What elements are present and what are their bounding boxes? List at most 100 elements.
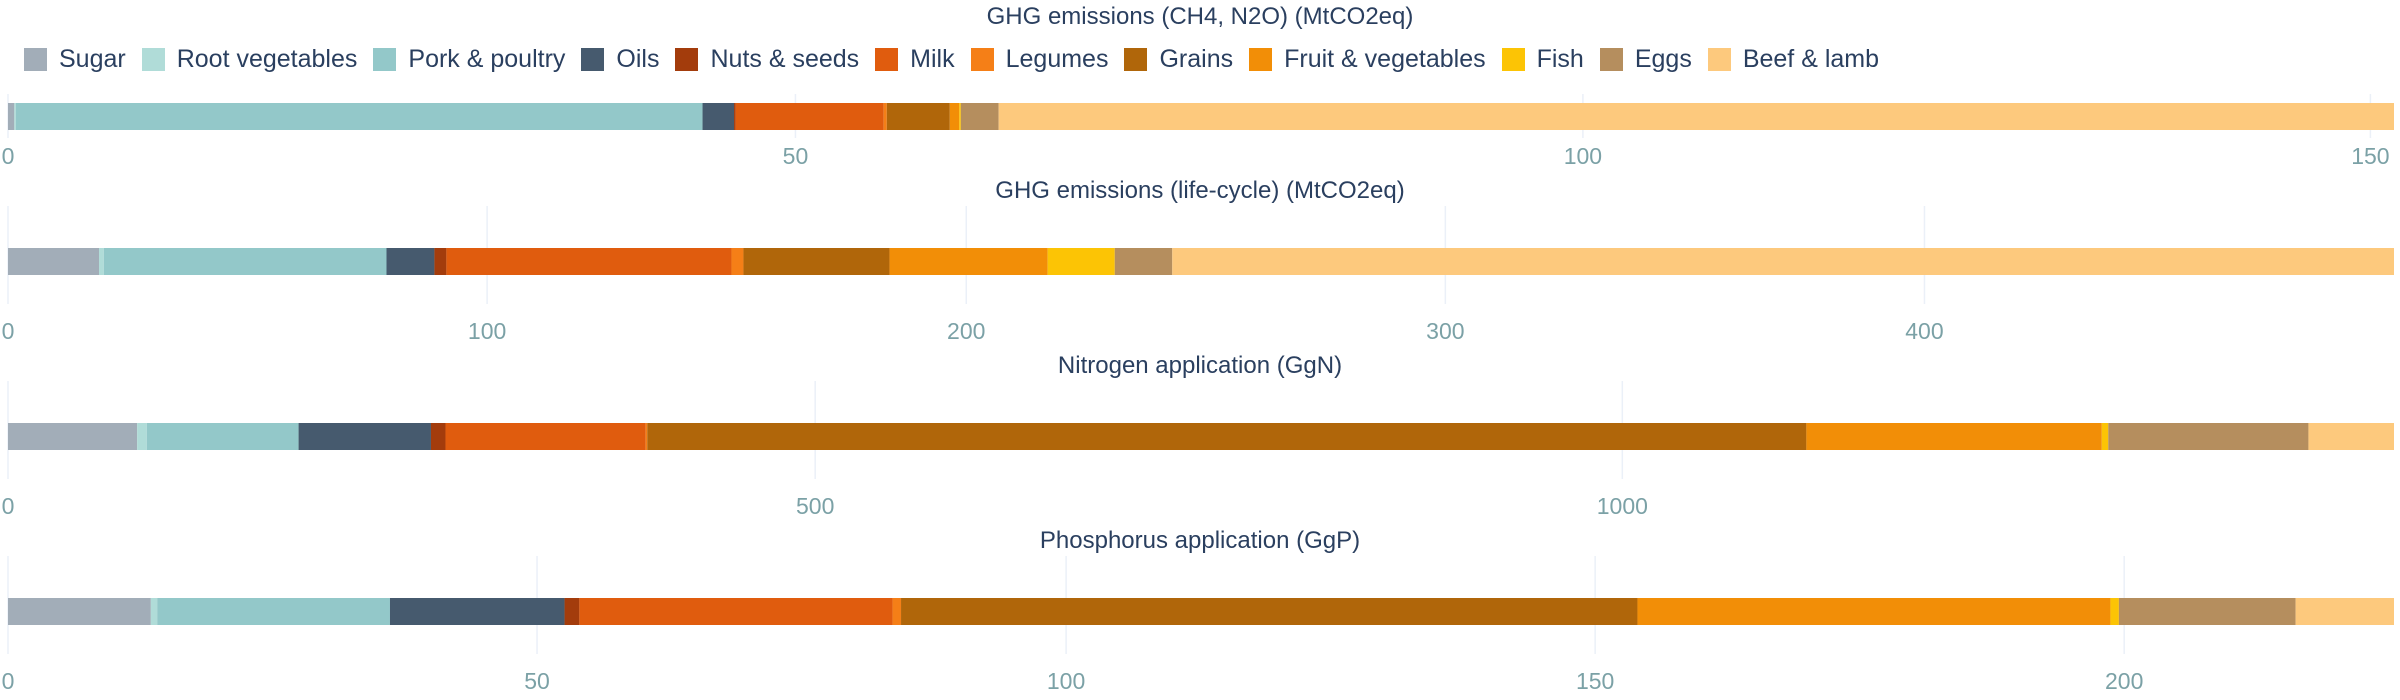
bar-segment xyxy=(731,248,744,275)
legend-label: Root vegetables xyxy=(176,44,358,73)
x-tick-label: 50 xyxy=(524,668,550,694)
bar-segment xyxy=(8,423,138,450)
legend-item[interactable]: Fruit & vegetables xyxy=(1249,45,1486,74)
x-tick-label: 300 xyxy=(1426,318,1464,344)
legend-swatch xyxy=(373,47,397,71)
legend-label: Fish xyxy=(1536,44,1584,73)
legend-swatch xyxy=(24,47,47,71)
bar-segment xyxy=(99,248,104,275)
bar-segment xyxy=(1806,423,2102,450)
x-tick-label: 100 xyxy=(1564,143,1602,169)
bar-segment xyxy=(647,423,1807,450)
bar-segment xyxy=(430,423,446,450)
legend-item[interactable]: Legumes xyxy=(970,44,1109,74)
legend-item[interactable]: Grains xyxy=(1124,45,1233,74)
bar-segment xyxy=(892,598,902,625)
bar-segment xyxy=(14,103,16,130)
bar-segment xyxy=(883,103,887,130)
bar-segment xyxy=(886,103,950,130)
bar-segment xyxy=(8,598,151,625)
bar-segment xyxy=(2108,423,2309,450)
bar-segment xyxy=(579,598,893,625)
bar-segment xyxy=(960,103,999,130)
legend-item[interactable]: Beef & lamb xyxy=(1707,44,1880,74)
legend-label: Nuts & seeds xyxy=(710,44,860,73)
bar-segment xyxy=(8,248,100,275)
x-tick-label: 150 xyxy=(1576,668,1614,694)
legend-swatch xyxy=(141,47,165,71)
bar-segment xyxy=(298,423,431,450)
legend-swatch xyxy=(875,47,899,71)
legend-item[interactable]: Oils xyxy=(581,45,659,74)
chart-title: Phosphorus application (GgP) xyxy=(1040,527,1360,554)
legend-item[interactable]: Root vegetables xyxy=(141,44,358,74)
bar-segment xyxy=(998,103,2395,130)
legend-label: Legumes xyxy=(1005,44,1109,73)
x-tick-label: 100 xyxy=(468,318,506,344)
bar-segment xyxy=(434,248,447,275)
legend: Sugar Root vegetables Pork & poultry Oils Nu… xyxy=(24,44,1895,74)
legend-swatch xyxy=(1124,47,1148,71)
legend-swatch xyxy=(675,47,699,71)
bar-segment xyxy=(137,423,147,450)
bar-segment xyxy=(645,423,648,450)
bar-segment xyxy=(2295,598,2394,625)
x-tick-label: 500 xyxy=(796,493,834,519)
chart-title: Nitrogen application (GgN) xyxy=(1058,352,1342,379)
bar-segment xyxy=(15,103,703,130)
legend-item[interactable]: Nuts & seeds xyxy=(675,45,859,74)
bar-segment xyxy=(2110,598,2119,625)
x-tick-label: 1000 xyxy=(1597,493,1648,519)
legend-label: Beef & lamb xyxy=(1742,44,1880,73)
x-tick-label: 200 xyxy=(2105,668,2143,694)
legend-label: Sugar xyxy=(59,44,126,73)
chart-panel: Phosphorus application (GgP) 0 50 100 150 200 xyxy=(2,527,2394,694)
legend-item[interactable]: Eggs xyxy=(1599,44,1692,74)
x-tick-label: 0 xyxy=(2,668,15,694)
bar-segment xyxy=(150,598,158,625)
legend-swatch xyxy=(581,47,605,71)
bar-segment xyxy=(564,598,580,625)
bar-segment xyxy=(445,423,646,450)
bar-segment xyxy=(2118,598,2296,625)
bar-segment xyxy=(735,103,884,130)
legend-swatch xyxy=(1599,47,1623,71)
bar-segment xyxy=(901,598,1638,625)
chart-title: GHG emissions (CH4, N2O) (MtCO2eq) xyxy=(987,3,1414,30)
legend-label: Pork & poultry xyxy=(408,44,566,73)
x-tick-label: 400 xyxy=(1905,318,1943,344)
bar-segment xyxy=(2101,423,2109,450)
bar-segment xyxy=(889,248,1048,275)
legend-item[interactable]: Milk xyxy=(875,44,955,74)
x-tick-label: 0 xyxy=(2,143,15,169)
bar-segment xyxy=(1637,598,2111,625)
chart-panel: Nitrogen application (GgN) 0 500 1000 xyxy=(2,352,2394,519)
bar-segment xyxy=(1047,248,1115,275)
bar-segment xyxy=(386,248,435,275)
bar-segment xyxy=(959,103,961,130)
bar-segment xyxy=(734,103,736,130)
legend-label: Fruit & vegetables xyxy=(1284,44,1486,73)
x-tick-label: 0 xyxy=(2,318,15,344)
bar-segment xyxy=(146,423,299,450)
bar-segment xyxy=(446,248,732,275)
legend-swatch xyxy=(1249,47,1273,71)
legend-swatch xyxy=(1501,47,1525,71)
bar-segment xyxy=(2308,423,2394,450)
legend-item[interactable]: Fish xyxy=(1501,44,1584,74)
bar-segment xyxy=(743,248,890,275)
bar-segment xyxy=(702,103,735,130)
bar-segment xyxy=(1114,248,1173,275)
x-tick-label: 50 xyxy=(783,143,809,169)
bar-segment xyxy=(949,103,960,130)
bar-segment xyxy=(389,598,565,625)
legend-item[interactable]: Sugar xyxy=(24,45,126,74)
legend-item[interactable]: Pork & poultry xyxy=(373,45,565,74)
chart-title: GHG emissions (life-cycle) (MtCO2eq) xyxy=(995,177,1404,204)
legend-label: Grains xyxy=(1159,44,1234,73)
legend-label: Eggs xyxy=(1634,44,1692,73)
chart-panel: GHG emissions (life-cycle) (MtCO2eq) 0 100… xyxy=(2,177,2394,344)
legend-label: Milk xyxy=(910,44,955,73)
legend-swatch xyxy=(970,47,994,71)
